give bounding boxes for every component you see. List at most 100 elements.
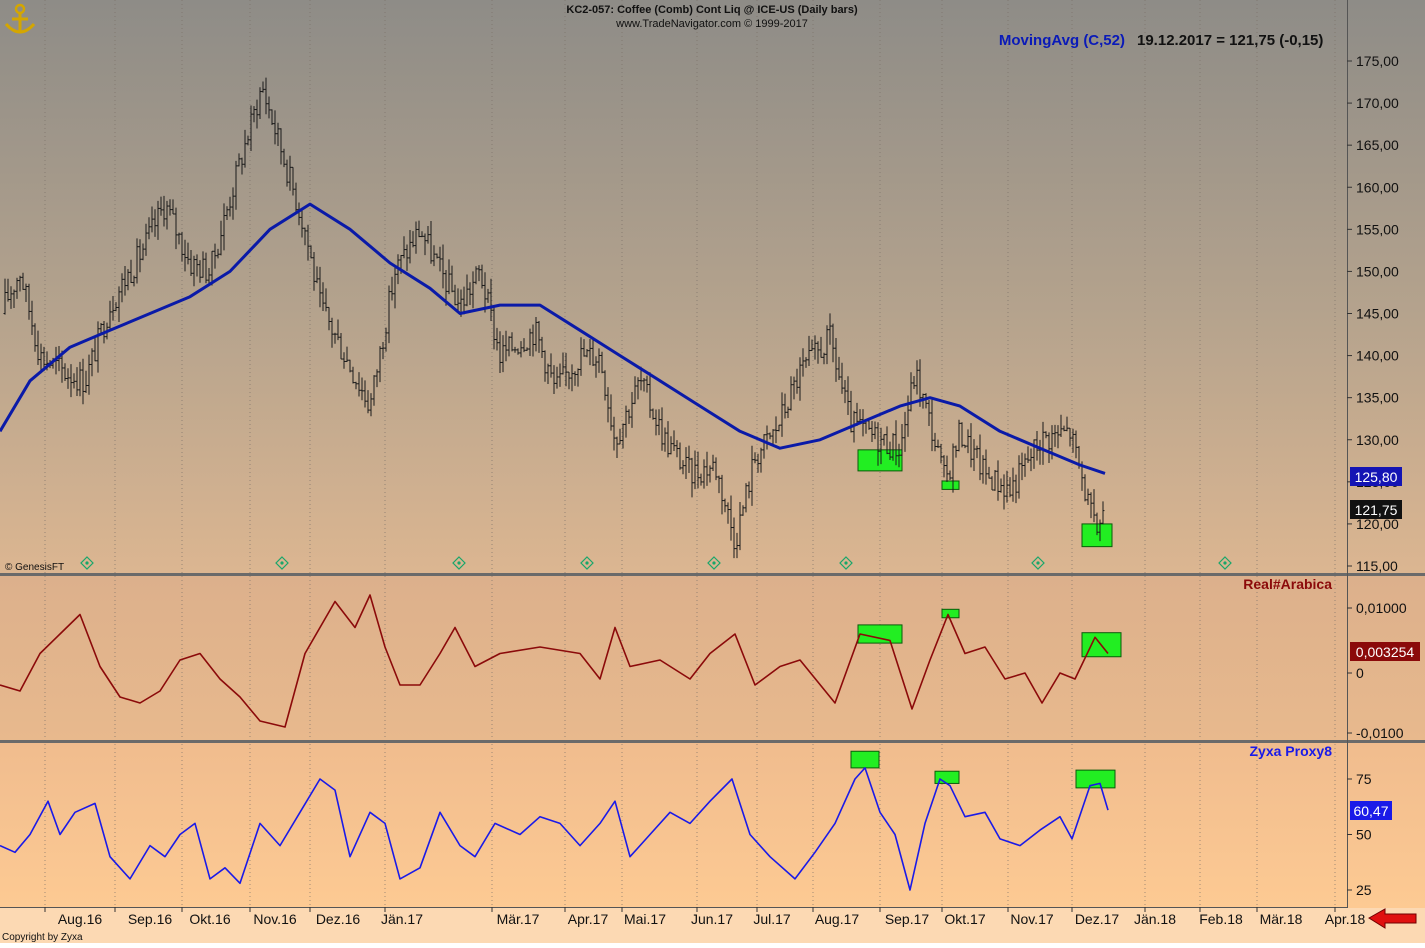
price-bar [186,242,190,265]
price-bar [66,368,70,389]
price-bar [672,430,676,452]
price-bar [765,425,769,450]
price-bar [324,288,328,312]
price-bar [18,275,22,292]
proxy-y-tick-label: 75 [1356,771,1372,787]
highlight-boxes [850,449,1122,789]
price-bar [318,266,322,308]
price-bar [135,238,139,284]
price-bar [93,336,97,362]
price-bar [1068,427,1072,447]
price-bar [189,250,193,277]
price-bar [351,366,355,384]
price-bar [132,275,136,287]
price-bar [408,229,412,264]
price-bar [801,348,805,377]
price-bar [192,255,196,287]
price-bar [171,199,175,215]
price-bar [87,354,91,395]
event-diamond-icon [452,556,466,570]
price-bar [426,225,430,244]
price-bar [768,432,772,440]
price-bar [234,160,238,210]
price-bar [3,278,7,315]
price-bar [237,153,241,167]
price-bar [204,252,208,284]
price-bar [951,443,955,493]
price-bar [489,278,493,321]
price-bar [345,346,349,363]
x-axis-ticks: Aug.16 Sep.16 Okt.16 Nov.16 Dez.16 Jän.17 Mär.… [44,907,1366,927]
price-bar [654,409,658,436]
price-bar [15,277,19,299]
price-bar [315,266,319,284]
price-bar [744,483,748,513]
price-bar [846,376,850,415]
price-bar [714,457,718,481]
price-bar [990,476,994,491]
x-tick-label: Apr.17 [568,911,609,927]
price-bar [402,236,406,259]
price-y-tick-label: 175,00 [1356,53,1399,69]
price-bar [591,339,595,366]
proxy-panel-bg [0,741,1425,908]
price-bar [24,283,28,303]
price-bar [732,517,736,559]
price-bar [150,206,154,233]
price-y-tick-label: 130,00 [1356,432,1399,448]
price-bar [114,302,118,312]
arabica-line [0,594,1109,728]
price-bar [219,220,223,256]
price-bar [588,339,592,366]
price-bar [384,327,388,352]
price-bar [492,305,496,350]
price-bar [111,296,115,321]
price-bar [720,474,724,515]
price-bar [537,320,541,353]
price-bar [660,407,664,451]
price-bar [1047,432,1051,464]
price-bar [375,369,379,388]
price-bar [927,399,931,426]
price-bar [510,332,514,352]
arabica-y-tick-label: -0,0100 [1356,725,1404,741]
price-bar [501,335,505,373]
close-value-box [1350,500,1402,519]
price-bar [843,380,847,404]
price-y-tick-label: 150,00 [1356,263,1399,279]
arabica-value-text: 0,003254 [1356,644,1415,660]
price-y-tick-label: 165,00 [1356,137,1399,153]
price-bar [483,272,487,313]
price-bar [564,352,568,387]
x-tick-label: Nov.16 [253,911,297,927]
price-bar [936,439,940,449]
price-bar [684,447,688,479]
price-bar [648,372,652,418]
price-bar [669,436,673,455]
price-bar [999,478,1003,493]
price-bar [378,346,382,383]
price-bar [1008,477,1012,498]
highlight-box [941,608,960,619]
price-bar [360,377,364,401]
price-y-tick-label: 135,00 [1356,390,1399,406]
price-bar [450,265,454,293]
price-y-tick-label: 170,00 [1356,95,1399,111]
price-bar [822,352,826,365]
price-panel-bg [0,0,1425,575]
ma-value-text: 125,80 [1355,469,1398,485]
x-tick-label: Apr.18 [1325,911,1366,927]
price-bar [21,272,25,290]
scroll-right-arrow-icon[interactable] [1368,908,1417,929]
price-bar [423,233,427,256]
price-bar [120,273,124,303]
price-bar [75,367,79,397]
price-bar [312,251,316,291]
price-bar [573,371,577,386]
price-bar [108,300,112,329]
price-bar [474,266,478,285]
price-bar [711,454,715,472]
price-bar [504,330,508,362]
price-bar [1023,453,1027,477]
price-bar [387,285,391,344]
